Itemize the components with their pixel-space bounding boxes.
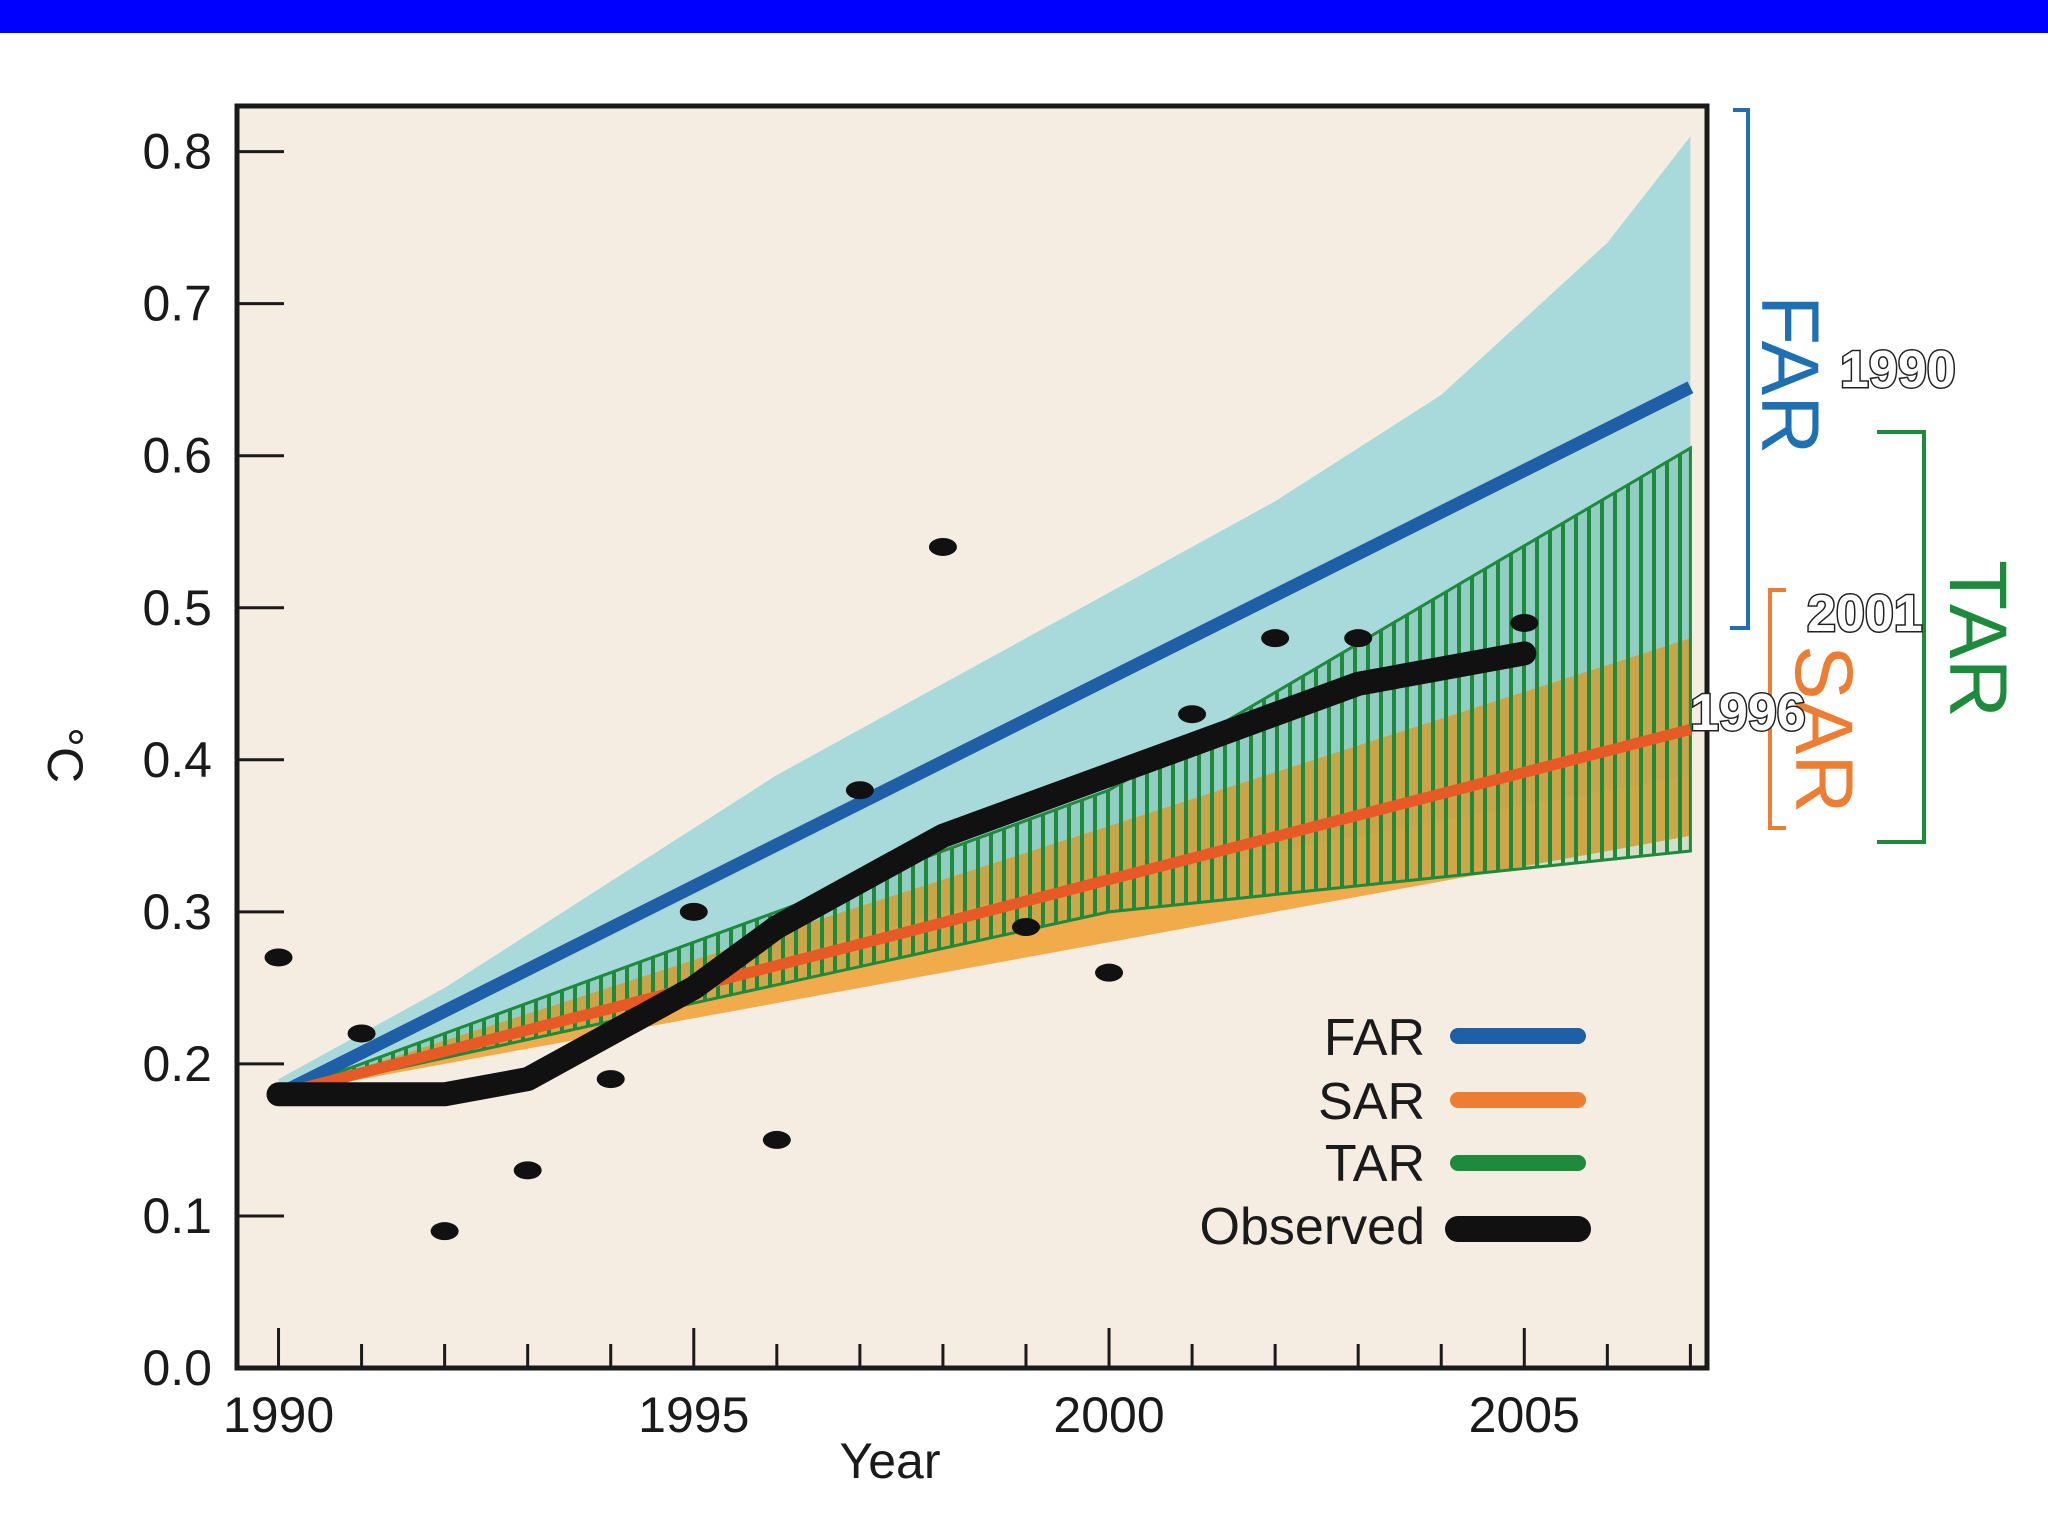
y-tick-label: 0.7 — [142, 276, 212, 332]
legend-label-observed: Observed — [1200, 1198, 1425, 1256]
observed-point — [679, 902, 708, 921]
bracket-far: FAR 1990 — [1730, 108, 1957, 630]
y-tick-label: 0.8 — [142, 124, 212, 180]
bracket-sar-year: 1996 — [1690, 684, 1806, 742]
title-bar — [0, 0, 2048, 33]
observed-point — [1344, 629, 1373, 648]
legend-label-sar: SAR — [1318, 1073, 1425, 1131]
bracket-tar: TAR 2001 — [1806, 430, 2023, 844]
bracket-far-year: 1990 — [1840, 341, 1956, 399]
x-tick-label: 2000 — [1053, 1387, 1164, 1443]
x-tick-label: 1990 — [223, 1387, 334, 1443]
legend-label-tar: TAR — [1325, 1135, 1425, 1193]
sar-projection-line — [277, 724, 1692, 1100]
observed-point — [347, 1024, 376, 1043]
plot-frame — [234, 103, 1710, 1371]
far-projection-line — [275, 381, 1694, 1101]
tar-uncertainty-band — [278, 448, 1691, 1095]
observed-point — [513, 1161, 542, 1180]
y-tick-label: 0.2 — [142, 1036, 212, 1092]
y-tick-label: 0.0 — [142, 1340, 212, 1396]
legend: FAR SAR TAR Observed — [1200, 1009, 1591, 1256]
observed-point — [928, 537, 957, 556]
bracket-tar-year: 2001 — [1807, 585, 1923, 643]
y-tick-label: 0.4 — [142, 732, 212, 788]
bracket-tar-line — [1877, 430, 1926, 844]
observed-point — [1261, 629, 1290, 648]
observed-point — [1095, 963, 1124, 982]
y-axis-title: °C — [37, 727, 93, 783]
bracket-sar-label: SAR — [1778, 645, 1869, 814]
bracket-sar-line — [1768, 588, 1786, 830]
observed-point — [1178, 705, 1207, 724]
bracket-tar-label: TAR — [1932, 560, 2023, 718]
observed-point — [1510, 613, 1539, 632]
x-tick-label: 2005 — [1469, 1387, 1580, 1443]
y-tick-label: 0.6 — [142, 428, 212, 484]
observed-point — [430, 1222, 459, 1241]
observed-point — [596, 1070, 625, 1089]
observed-point — [845, 781, 874, 800]
observed-smoothed-line — [266, 641, 1537, 1107]
y-axis: 0.0 0.1 0.2 0.3 0.4 0.5 0.6 0.7 0.8 — [142, 124, 284, 1396]
observed-points — [264, 537, 1539, 1241]
observed-point — [1011, 918, 1040, 937]
y-tick-label: 0.5 — [142, 580, 212, 636]
x-axis: 1990 1995 2000 2005 — [223, 1328, 1692, 1443]
y-tick-label: 0.3 — [142, 884, 212, 940]
x-tick-label: 1995 — [638, 1387, 749, 1443]
x-axis-title: Year — [839, 1433, 940, 1489]
bracket-sar: SAR 1996 — [1689, 588, 1869, 830]
bracket-far-label: FAR — [1744, 295, 1835, 454]
y-tick-label: 0.1 — [142, 1188, 212, 1244]
observed-point — [264, 948, 293, 967]
bracket-far-line — [1730, 108, 1750, 630]
plot-area — [264, 136, 1694, 1241]
legend-label-far: FAR — [1324, 1009, 1425, 1067]
tar-band-edge — [277, 445, 1692, 1096]
observed-point — [762, 1130, 791, 1149]
